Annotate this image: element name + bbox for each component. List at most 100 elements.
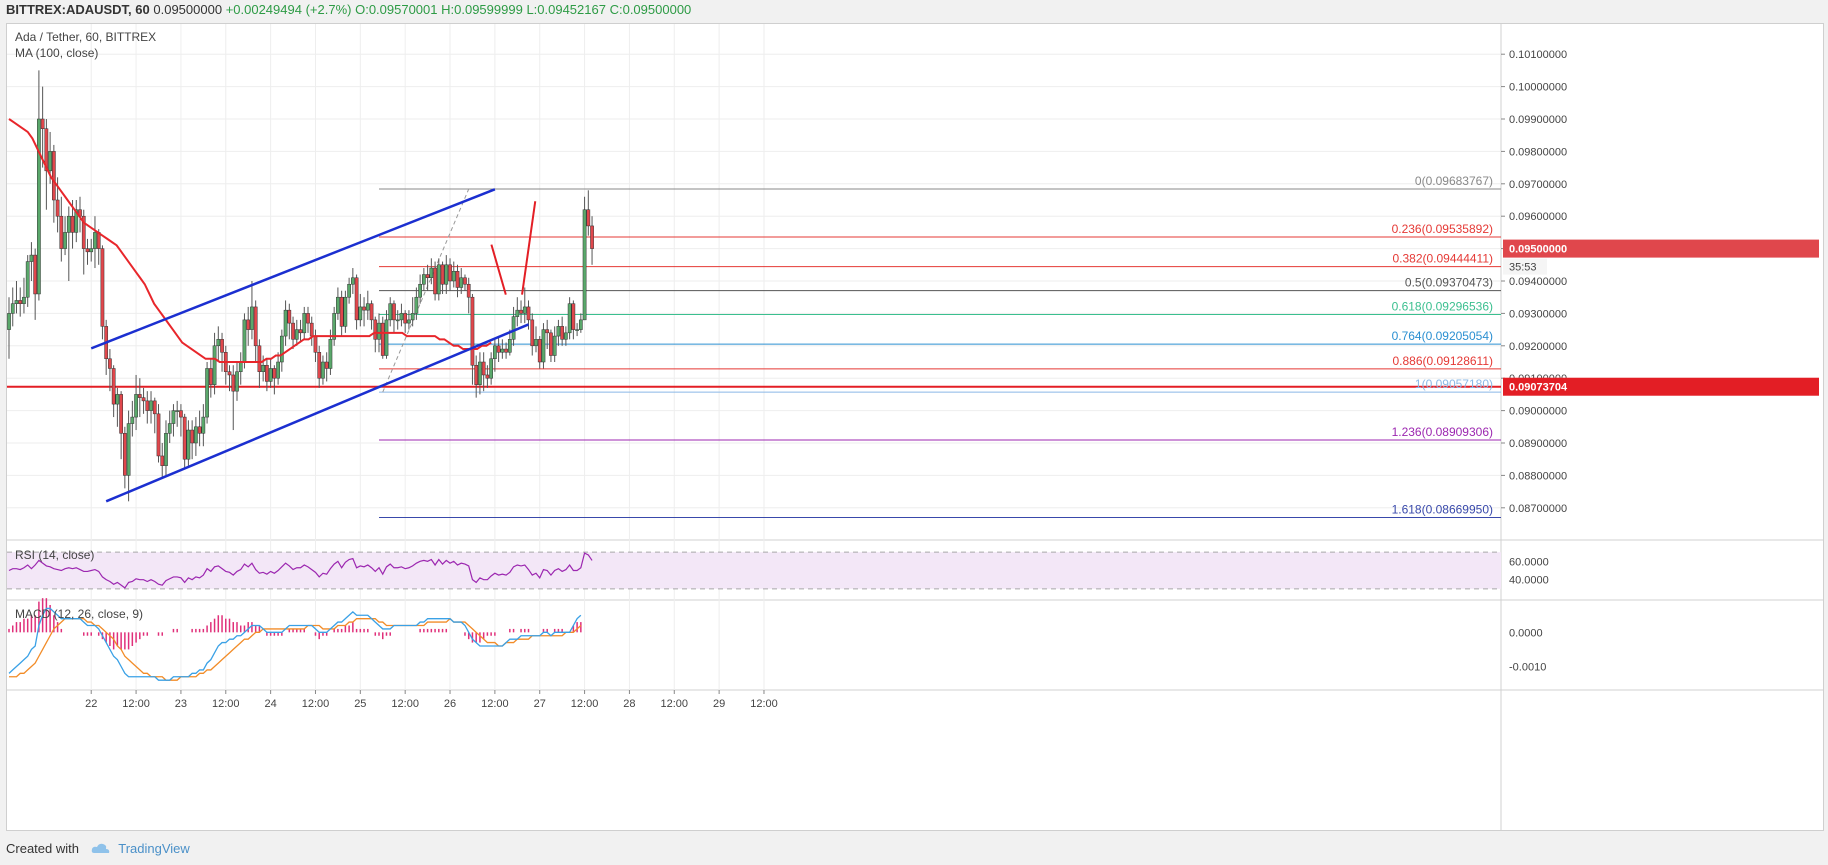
candle: [40, 118, 45, 129]
fib-level-label: 0.618(0.09296536): [1392, 300, 1493, 314]
fib-level-label: 1.236(0.08909306): [1392, 425, 1493, 439]
ma-legend: MA (100, close): [15, 46, 99, 60]
close-value: C:0.09500000: [609, 2, 692, 17]
y-tick-label: 0.09200000: [1509, 341, 1567, 353]
candle: [108, 358, 112, 369]
high-value: H:0.09599999: [441, 2, 523, 17]
candle: [190, 429, 194, 444]
candle: [481, 361, 486, 376]
candle: [537, 339, 542, 363]
candle: [89, 248, 94, 253]
x-tick-label: 29: [713, 698, 725, 710]
created-with-label: Created with: [6, 841, 79, 856]
candle: [493, 345, 497, 360]
candle: [194, 426, 198, 444]
candle: [362, 306, 366, 311]
candle: [313, 335, 318, 353]
candle: [309, 322, 314, 337]
x-tick-label: 24: [265, 698, 277, 710]
y-tick-label: 0.09800000: [1509, 146, 1567, 158]
candle: [526, 306, 531, 321]
candle: [455, 271, 460, 288]
candle: [343, 296, 348, 327]
projection-down-line: [490, 244, 507, 295]
candle: [302, 313, 307, 334]
candle: [63, 232, 67, 249]
candle: [571, 303, 576, 330]
candle: [272, 368, 277, 379]
candle: [81, 215, 86, 249]
macd-y-tick-label: -0.0010: [1509, 662, 1546, 674]
candle: [182, 416, 187, 460]
y-tick-label: 0.09000000: [1509, 406, 1567, 418]
candle: [220, 339, 224, 353]
candle: [52, 151, 56, 201]
candle: [70, 215, 75, 233]
candle: [425, 274, 430, 279]
candle: [119, 394, 123, 434]
moving-average-line: [8, 118, 492, 363]
candle: [246, 319, 251, 330]
candle: [470, 296, 475, 366]
y-tick-label: 0.09600000: [1509, 211, 1567, 223]
chart-area[interactable]: 22 12:00 23 12:00 24 12:00 25 12:00 26 12:00 27 12:…: [6, 23, 1824, 831]
rsi-band: [7, 552, 1501, 589]
chart-canvas[interactable]: 22 12:00 23 12:00 24 12:00 25 12:00 26 12:00 27 12:…: [7, 24, 1823, 830]
candle: [541, 329, 546, 363]
x-tick-label: 12:00: [571, 698, 599, 710]
candle: [380, 322, 385, 356]
fib-trend-line: [382, 188, 470, 393]
fib-level-label: 1(0.09057180): [1415, 377, 1493, 391]
candle: [283, 309, 288, 337]
candle: [339, 296, 344, 327]
candle: [298, 329, 303, 334]
candle: [294, 329, 299, 340]
candle: [279, 335, 284, 363]
channel-lower-line: [105, 323, 529, 503]
candle: [238, 361, 243, 372]
candle: [373, 319, 378, 340]
symbol-name: BITTREX:ADAUSDT, 60: [6, 2, 150, 17]
candle: [186, 429, 191, 460]
candle: [407, 319, 411, 324]
candle: [59, 215, 64, 249]
candle: [515, 309, 520, 317]
candle: [231, 374, 236, 392]
candle: [459, 277, 464, 288]
countdown-tag: [1503, 258, 1547, 275]
tradingview-link[interactable]: TradingView: [118, 841, 190, 856]
candle: [167, 423, 172, 434]
candle: [145, 400, 150, 411]
candle: [403, 313, 408, 324]
candle: [48, 151, 52, 172]
candle: [489, 358, 493, 379]
candle: [347, 283, 351, 298]
rsi-legend: RSI (14, close): [15, 548, 95, 562]
x-tick-label: 12:00: [481, 698, 509, 710]
candle: [74, 209, 79, 233]
candle: [126, 423, 131, 476]
candle: [466, 283, 471, 298]
candle: [216, 339, 221, 347]
candle: [66, 215, 71, 233]
candle: [201, 416, 206, 434]
candle: [365, 303, 370, 311]
candle: [504, 348, 508, 353]
support-price-tag-label: 0.09073704: [1509, 382, 1568, 394]
candle: [25, 261, 30, 298]
candle: [369, 303, 374, 321]
fib-level-label: 0.382(0.09444411): [1392, 252, 1493, 266]
candle: [7, 313, 11, 330]
macd-line: [8, 607, 582, 681]
last-price: 0.09500000: [153, 2, 223, 17]
symbol-header: BITTREX:ADAUSDT, 60 0.09500000 +0.002494…: [0, 0, 1828, 20]
candle: [14, 300, 19, 304]
candle: [511, 316, 516, 340]
candle: [265, 364, 269, 382]
candle: [552, 335, 557, 356]
x-tick-label: 23: [175, 698, 187, 710]
channel-upper-line: [90, 188, 496, 350]
candle: [474, 364, 479, 385]
low-value: L:0.09452167: [526, 2, 606, 17]
x-tick-label: 25: [354, 698, 366, 710]
